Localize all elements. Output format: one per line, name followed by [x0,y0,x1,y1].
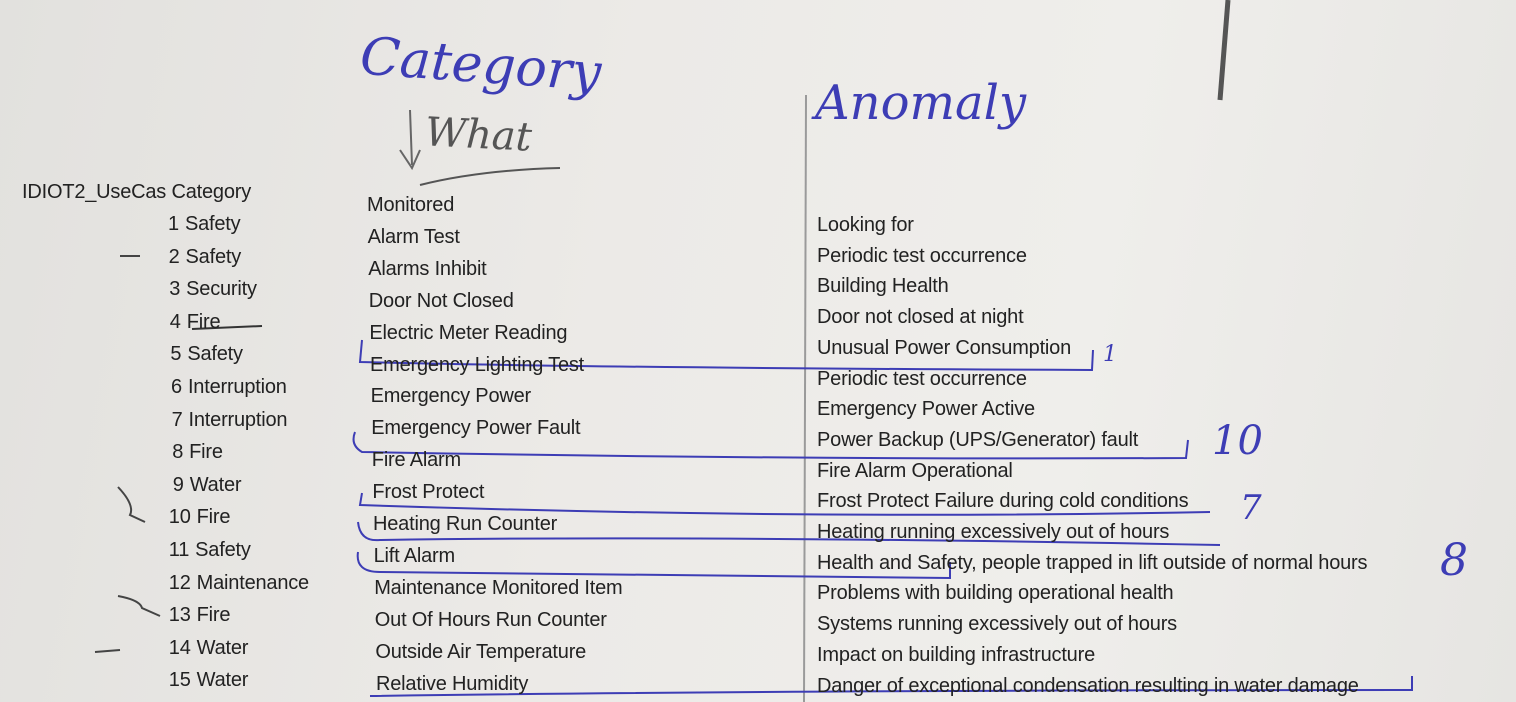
monitored-item: Lift Alarm [373,544,456,567]
use-case-category: Fire [186,310,221,333]
use-case-number: 11 [168,539,190,561]
column-divider [803,94,807,702]
use-case-category: Water [196,636,249,659]
anomaly-item: Heating running excessively out of hours [817,521,1170,543]
anomaly-item: Power Backup (UPS/Generator) fault [817,428,1139,451]
use-case-row: 2 Safety [168,245,242,269]
use-case-category: Safety [187,343,243,366]
use-case-number: 5 [170,343,182,366]
use-case-category: Maintenance [196,571,310,594]
use-case-row: 9 Water [173,474,242,497]
anomaly-item: Emergency Power Active [817,398,1035,421]
use-case-number: 14 [168,636,191,659]
use-case-number: 6 [171,376,182,398]
use-case-number: 7 [171,408,183,431]
use-case-number: 9 [172,473,184,496]
use-case-category: Water [189,473,242,496]
monitored-item: Fire Alarm [371,449,461,472]
monitored-item: Outside Air Temperature [375,640,587,663]
use-case-row: 5 Safety [170,343,243,366]
underline-row-10 [358,492,1211,516]
monitored-item: Electric Meter Reading [369,321,568,344]
monitored-item: Door Not Closed [368,289,514,312]
anomaly-item: Problems with building operational healt… [817,582,1174,605]
handwritten-what: What [423,109,533,161]
use-case-category: Safety [195,539,251,561]
use-case-row: 11 Safety [169,539,251,562]
monitored-item: Relative Humidity [376,672,529,695]
use-case-row: 8 Fire [172,441,223,464]
underline-row-16 [369,676,1413,697]
anomaly-item: Fire Alarm Operational [817,459,1013,482]
use-case-category: Interruption [188,408,288,431]
use-case-number: 3 [169,278,181,301]
use-case-category: Fire [196,604,231,627]
monitored-item: Emergency Lighting Test [370,353,585,376]
use-case-number: 8 [172,441,184,464]
anomaly-item: Building Health [817,275,949,298]
monitored-item: Frost Protect [372,481,485,504]
monitored-item: Maintenance Monitored Item [374,576,623,599]
use-case-row: 3 Security [169,278,257,301]
monitored-item: Out Of Hours Run Counter [374,608,607,631]
use-case-row: 10 Fire [169,506,231,529]
anomaly-item: Door not closed at night [817,306,1024,329]
pencil-mark [1217,0,1231,101]
underline-row-8 [352,431,1189,460]
what-arrow-icon [399,109,421,171]
use-case-row: 13 Fire [169,604,231,627]
anomaly-item: Impact on building infrastructure [817,643,1095,666]
pencil-tick-marks [94,255,161,653]
anomaly-item: Danger of exceptional condensation resul… [817,674,1359,697]
monitored-item: Emergency Power Fault [371,417,581,440]
table-header: IDIOT2_UseCas Category [22,181,252,203]
monitored-item: Alarm Test [367,225,460,248]
use-case-category: Safety [185,245,242,268]
use-case-row: 6 Interruption [171,376,287,399]
use-case-number: 13 [168,604,191,627]
use-case-number: 2 [168,245,180,268]
use-case-number: 4 [169,310,181,333]
underline-row-11 [357,521,1221,546]
use-case-category: Security [186,278,257,301]
handwritten-mark: 8 [1440,535,1468,586]
what-underline [419,167,561,186]
handwritten-anomaly: Anomaly [815,75,1027,131]
use-case-number: 1 [168,213,179,235]
use-case-row: 14 Water [168,636,249,660]
handwritten-mark: 1 [1103,342,1117,367]
anomaly-item: Periodic test occurrence [817,367,1027,390]
handwritten-mark: 7 [1240,488,1262,528]
use-case-number: 12 [168,571,191,594]
anomaly-item: Unusual Power Consumption [817,336,1072,359]
anomaly-item: Periodic test occurrence [817,244,1027,267]
anomaly-item: Systems running excessively out of hours [817,613,1177,636]
use-case-row: 7 Interruption [172,409,288,432]
anomaly-item: Looking for [817,214,914,236]
use-case-category: Fire [196,506,231,529]
use-case-category: Water [196,669,249,692]
monitored-item: Emergency Power [370,385,532,408]
use-case-row: 12 Maintenance [169,572,309,595]
use-case-category: Safety [184,213,241,235]
use-case-number: 15 [168,669,191,692]
monitored-item: Monitored [367,194,455,216]
use-case-category: Interruption [187,376,287,398]
use-case-category: Fire [189,441,223,464]
handwritten-mark: 10 [1212,418,1263,464]
strike-fire [191,325,263,330]
use-case-row: 1 Safety [168,213,241,236]
monitored-item: Alarms Inhibit [368,257,487,280]
monitored-item: Heating Run Counter [373,513,558,535]
use-case-row: 15 Water [168,669,249,692]
anomaly-item: Frost Protect Failure during cold condit… [817,490,1189,513]
underline-row-12 [356,551,951,580]
use-case-row: 4 Fire [170,311,221,334]
anomaly-item: Health and Safety, people trapped in lif… [817,551,1368,574]
underline-row-5 [358,339,1094,372]
use-case-number: 10 [168,506,191,529]
